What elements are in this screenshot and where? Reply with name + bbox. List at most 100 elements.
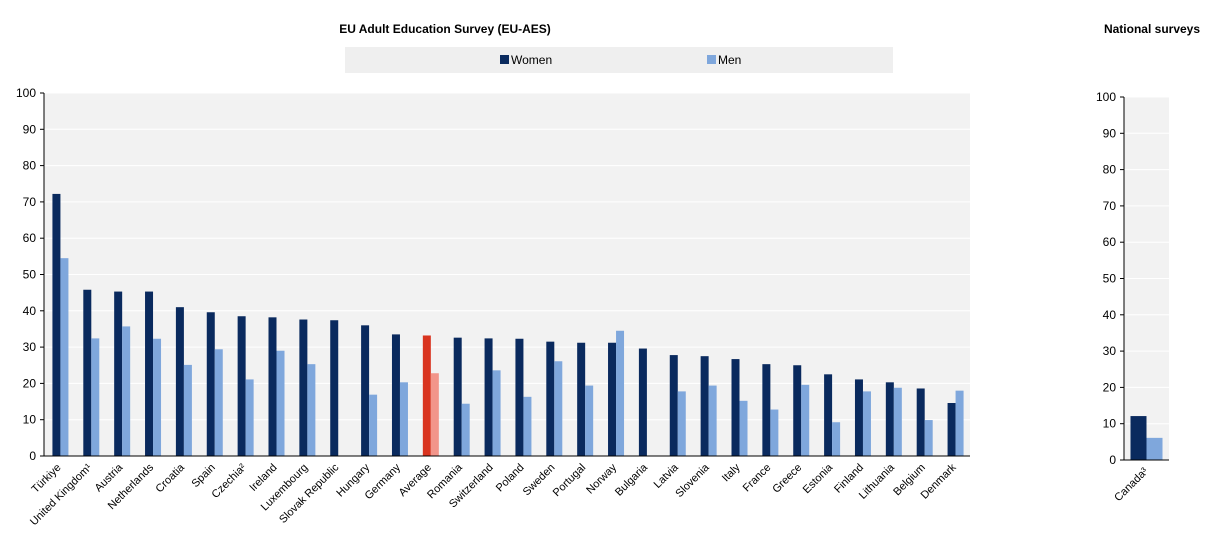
bar-men-hungary (369, 394, 378, 456)
bar-men-canada (1146, 437, 1163, 460)
y-tick-label-100: 100 (16, 86, 36, 100)
bar-men-switzerland (492, 370, 501, 456)
bar-women-slovenia (700, 356, 709, 456)
bar-women-average (422, 335, 431, 456)
bar-men-greece (801, 384, 810, 456)
bar-men-slovenia (708, 385, 717, 456)
y-tick-label-30: 30 (1103, 344, 1117, 358)
x-tick-label-latvia: Latvia (652, 461, 682, 491)
y-tick-label-80: 80 (23, 159, 37, 173)
chart-title-national: National surveys (1104, 22, 1200, 36)
bar-women-latvia (669, 355, 678, 456)
y-tick-label-50: 50 (23, 268, 37, 282)
y-tick-label-50: 50 (1103, 272, 1117, 286)
x-tick-label-spain: Spain (190, 462, 218, 490)
bar-women-norway (608, 342, 617, 456)
y-tick-label-60: 60 (23, 231, 37, 245)
x-tick-label-italy: Italy (720, 461, 743, 484)
y-tick-label-10: 10 (23, 413, 37, 427)
y-tick-label-20: 20 (1103, 380, 1117, 394)
y-tick-label-60: 60 (1103, 235, 1117, 249)
bar-men-finland (862, 391, 871, 456)
y-tick-label-70: 70 (1103, 199, 1117, 213)
bar-women-hungary (361, 325, 370, 456)
y-tick-label-0: 0 (29, 449, 36, 463)
bar-men-sweden (554, 361, 563, 456)
bar-women-finland (854, 379, 863, 456)
legend-background (345, 47, 893, 73)
y-tick-label-10: 10 (1103, 417, 1117, 431)
bar-men-poland (523, 396, 532, 456)
bar-men-ireland (276, 350, 285, 456)
bar-men-latvia (677, 391, 686, 456)
x-tick-label-slovenia: Slovenia (673, 461, 712, 500)
plot-national-surveys: 0 10 20 30 40 50 60 70 80 90 100 Canada³ (1096, 90, 1169, 504)
x-tick-label-greece: Greece (770, 462, 804, 496)
bar-men-t-rkiye (60, 258, 69, 456)
y-tick-label-70: 70 (23, 195, 37, 209)
y-tick-label-90: 90 (1103, 126, 1117, 140)
bar-men-croatia (183, 364, 192, 456)
bar-men-luxembourg (307, 364, 316, 456)
bar-women-slovak-republic (330, 320, 339, 456)
bar-women-france (762, 364, 771, 456)
y-tick-label-90: 90 (23, 122, 37, 136)
legend-label-women: Women (511, 53, 552, 67)
bar-men-spain (214, 349, 223, 456)
bar-men-austria (122, 326, 131, 456)
y-tick-label-80: 80 (1103, 163, 1117, 177)
bar-women-denmark (947, 403, 956, 456)
x-tick-label-czechia: Czechia² (210, 461, 249, 500)
bar-women-germany (391, 334, 400, 456)
bar-women-austria (114, 291, 123, 456)
bar-women-united-kingdom (83, 289, 92, 456)
bar-men-average (430, 373, 439, 456)
bar-men-czechia (245, 379, 254, 456)
bar-men-united-kingdom (91, 338, 100, 456)
bar-women-italy (731, 359, 740, 456)
bar-men-germany (399, 382, 408, 456)
y-tick-label-30: 30 (23, 340, 37, 354)
x-tick-label-canada: Canada³ (1112, 465, 1151, 504)
bar-women-poland (515, 338, 524, 456)
legend-swatch-men (707, 55, 716, 64)
bar-women-t-rkiye (52, 193, 61, 456)
bar-men-belgium (924, 420, 933, 456)
bar-men-lithuania (893, 387, 902, 456)
chart-title-eu-aes: EU Adult Education Survey (EU-AES) (339, 22, 551, 36)
bar-women-canada (1130, 416, 1147, 460)
bar-men-denmark (955, 390, 964, 456)
legend-swatch-women (500, 55, 509, 64)
x-tick-label-bulgaria: Bulgaria (613, 461, 651, 499)
bar-women-belgium (916, 388, 925, 456)
bar-women-switzerland (484, 338, 493, 456)
bar-women-estonia (824, 374, 833, 456)
y-tick-label-0: 0 (1109, 453, 1116, 467)
legend-label-men: Men (718, 53, 741, 67)
x-tick-label-croatia: Croatia (153, 461, 187, 495)
x-tick-label-france: France (741, 462, 774, 495)
legend: Women Men (345, 47, 893, 73)
bar-women-romania (453, 337, 462, 456)
bar-men-norway (616, 330, 625, 456)
bar-women-netherlands (145, 291, 154, 456)
y-tick-label-20: 20 (23, 376, 37, 390)
x-tick-label-portugal: Portugal (551, 462, 588, 499)
y-tick-label-100: 100 (1096, 90, 1116, 104)
bar-women-ireland (268, 317, 277, 456)
bar-women-sweden (546, 341, 555, 456)
bar-men-portugal (585, 385, 594, 456)
bar-men-estonia (832, 422, 841, 456)
bar-women-luxembourg (299, 319, 308, 456)
bar-men-italy (739, 400, 748, 456)
bar-men-netherlands (153, 338, 162, 456)
bar-women-bulgaria (638, 348, 647, 456)
bar-women-czechia (237, 316, 246, 456)
bar-women-spain (206, 312, 215, 456)
bar-women-croatia (175, 307, 184, 456)
x-tick-label-estonia: Estonia (801, 461, 836, 496)
bar-men-romania (461, 403, 470, 456)
bar-women-lithuania (885, 382, 894, 456)
